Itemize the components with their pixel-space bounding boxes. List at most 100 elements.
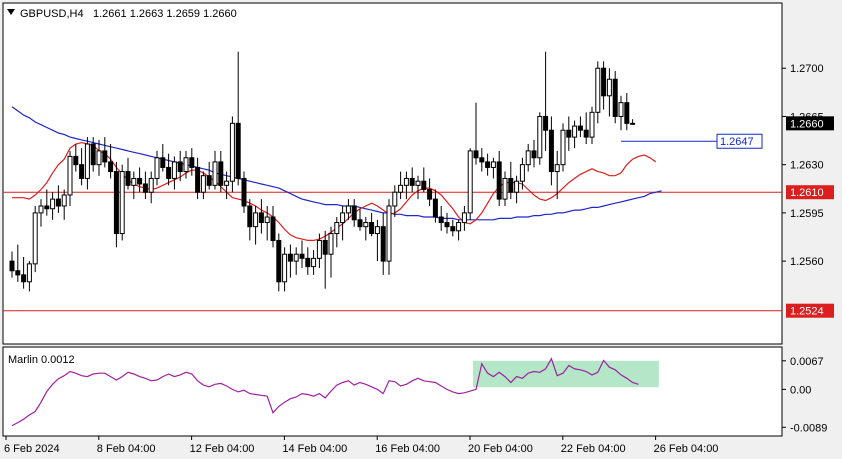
candle [270,206,276,248]
candle-body-down [432,198,438,218]
candle-body-up [84,143,90,179]
candle-body-down [9,260,15,272]
candle [177,150,183,182]
candle-body-up [374,226,380,235]
candle [502,171,508,206]
candle-body-up [363,222,369,228]
candle [44,189,50,216]
candle [583,112,589,144]
candle [9,251,15,278]
ohlc-readout: 1.2661 1.2663 1.2659 1.2660 [93,8,237,20]
candle [15,244,21,282]
candle [32,206,38,273]
candle [148,171,154,204]
candle-body-down [160,157,166,168]
candle-body-up [589,111,595,138]
candle [241,171,247,213]
candle [618,95,624,131]
candle-body-up [392,191,398,207]
candle [525,144,531,172]
candle [479,148,485,172]
candle-body-down [485,161,491,168]
candle [432,189,438,223]
candle [282,247,288,292]
candle [113,161,119,248]
candle [560,123,566,172]
candle-body-up [229,122,235,182]
candle-body-up [148,177,154,193]
candle-body-up [595,67,601,113]
candle [73,144,79,172]
candle-body-up [154,157,160,179]
candle [328,226,334,278]
caret-down-icon[interactable] [7,9,15,15]
candle-body-up [525,150,531,166]
candle-body-down [90,143,96,166]
candle [264,206,270,241]
candle [415,175,421,200]
candle-body-down [218,161,224,186]
candle [601,61,607,110]
candle-body-down [624,102,630,124]
marlin-series [11,357,639,427]
candle-body-up [50,198,56,210]
candle-body-down [137,177,143,185]
candle-body-down [305,257,311,268]
candle-body-up [606,78,612,97]
candle [392,185,398,218]
price-tick-label: 1.2630 [790,160,824,172]
candle [79,148,85,186]
candle-body-up [340,212,346,224]
candle-body-up [200,175,206,193]
candle [514,175,520,204]
candle-body-up [519,164,525,182]
candle-body-up [554,164,560,173]
candle-body-down [241,177,247,207]
candle-body-down [421,180,427,190]
candle [195,157,201,200]
main-plot-frame [2,2,783,345]
level-box-1 [786,303,834,318]
candle [386,199,392,275]
candle-body-up [282,253,288,283]
candle-body-down [166,166,172,179]
candle-body-up [467,150,473,214]
candle [380,212,386,275]
candle-body-down [177,161,183,173]
target-label: 1.2647 [720,136,754,148]
target-label-box[interactable] [716,133,763,149]
candle-body-down [548,129,554,173]
candle-body-up [131,177,137,186]
candle [519,157,525,190]
marlin-highlight-zone [473,360,659,388]
candle-body-down [270,216,276,241]
candle [253,206,259,245]
candle-body-up [560,129,566,166]
candle [595,61,601,124]
time-tick-label: 26 Feb 04:00 [654,443,719,455]
candle [531,139,537,168]
candle [171,156,177,190]
candle-body-up [38,205,44,214]
candle [554,150,560,200]
candle [612,70,618,124]
candle-body-up [311,257,317,268]
candle-body-down [601,67,607,97]
candle [200,171,206,200]
candle-body-up [386,205,392,262]
time-tick-label: 6 Feb 2024 [4,443,60,455]
candle [496,150,502,206]
candle-body-up [171,161,177,179]
price-tick-label: 1.2700 [790,63,824,75]
candle [119,164,125,241]
candle [357,208,363,231]
candle-body-up [224,180,230,186]
candle-body-down [508,177,514,193]
candle-body-down [125,171,131,186]
candle [102,137,108,168]
marlin-axis: 0.0067 0.00 -0.0089 [782,356,827,434]
candle-body-up [345,205,351,214]
candle [108,144,114,179]
candle-body-down [195,166,201,193]
candle [218,150,224,193]
